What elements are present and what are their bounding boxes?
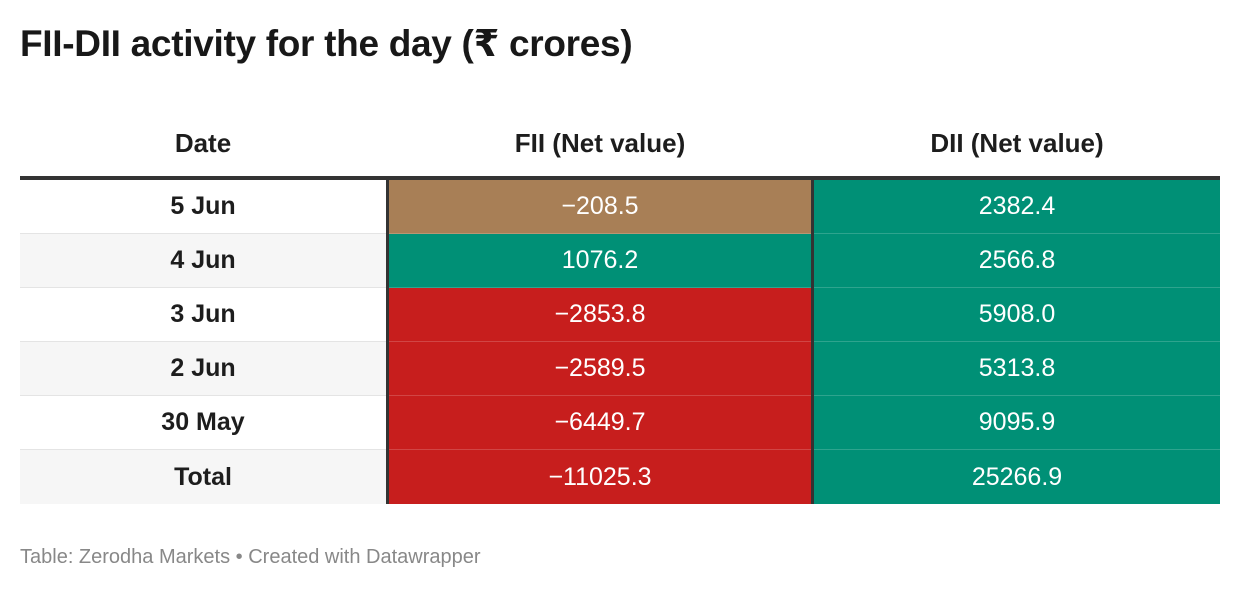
column-separator (386, 234, 389, 288)
table-title: FII-DII activity for the day (₹ crores) (20, 23, 633, 64)
column-separator (386, 450, 389, 504)
dii-value-cell: 5908.0 (814, 288, 1220, 342)
fii-value-cell: 1076.2 (389, 234, 811, 288)
column-separator (386, 342, 389, 396)
table-row: 2 Jun −2589.5 5313.8 (20, 342, 1220, 396)
column-separator (386, 288, 389, 342)
column-separator (386, 396, 389, 450)
column-separator (811, 342, 814, 396)
dii-value-cell: 9095.9 (814, 396, 1220, 450)
dii-value-cell: 2566.8 (814, 234, 1220, 288)
dii-value-cell: 2382.4 (814, 180, 1220, 234)
table-body: 5 Jun −208.5 2382.4 4 Jun 1076.2 2566.8 3 Jun −… (20, 180, 1220, 504)
date-cell: 2 Jun (20, 342, 386, 396)
fii-dii-table: Date FII (Net value) DII (Net value) 5 J… (20, 110, 1220, 504)
date-cell: 4 Jun (20, 234, 386, 288)
source-footer: Table: Zerodha Markets • Created with Da… (20, 546, 481, 568)
fii-value-cell: −11025.3 (389, 450, 811, 504)
column-separator (811, 450, 814, 504)
column-separator (386, 180, 389, 234)
header-fii: FII (Net value) (514, 127, 686, 158)
table-row: 30 May −6449.7 9095.9 (20, 396, 1220, 450)
dii-value-cell: 5313.8 (814, 342, 1220, 396)
table-row: Total −11025.3 25266.9 (20, 450, 1220, 504)
column-separator (811, 234, 814, 288)
date-cell: 5 Jun (20, 180, 386, 234)
table-row: 5 Jun −208.5 2382.4 (20, 180, 1220, 234)
dii-value-cell: 25266.9 (814, 450, 1220, 504)
column-separator (811, 180, 814, 234)
header-date: Date (174, 127, 232, 158)
date-cell: 3 Jun (20, 288, 386, 342)
column-separator (811, 288, 814, 342)
fii-value-cell: −2589.5 (389, 342, 811, 396)
table-row: 4 Jun 1076.2 2566.8 (20, 234, 1220, 288)
fii-value-cell: −2853.8 (389, 288, 811, 342)
fii-value-cell: −6449.7 (389, 396, 811, 450)
date-cell: Total (20, 450, 386, 504)
date-cell: 30 May (20, 396, 386, 450)
column-separator (811, 396, 814, 450)
header-dii: DII (Net value) (930, 127, 1104, 158)
table-row: 3 Jun −2853.8 5908.0 (20, 288, 1220, 342)
table-header-row: Date FII (Net value) DII (Net value) (20, 110, 1220, 180)
fii-value-cell: −208.5 (389, 180, 811, 234)
